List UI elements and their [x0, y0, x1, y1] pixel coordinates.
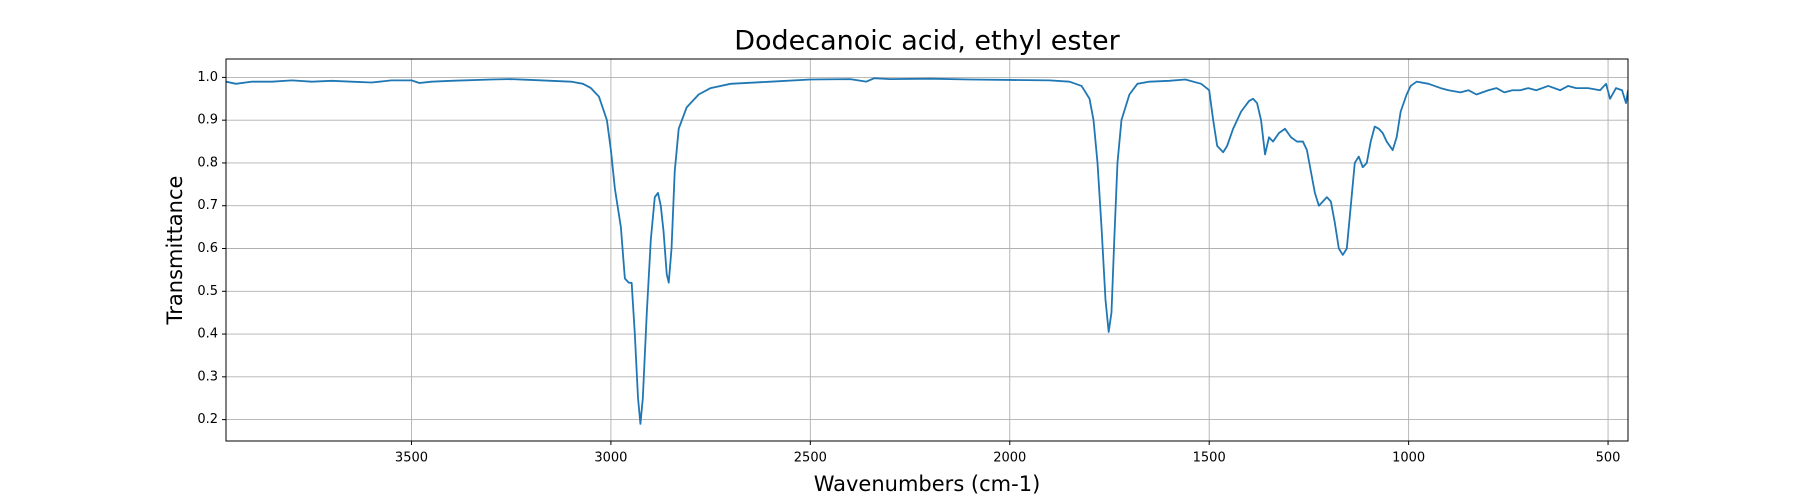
x-axis-label: Wavenumbers (cm-1) — [814, 472, 1041, 496]
y-tick-label: 0.7 — [197, 198, 218, 213]
plot-frame — [225, 58, 1629, 442]
y-tick-label: 0.3 — [197, 369, 218, 384]
x-tick-label: 2500 — [794, 451, 827, 466]
y-tick-label: 1.0 — [197, 70, 218, 85]
y-tick-label: 0.6 — [197, 241, 218, 256]
y-tick-label: 0.9 — [197, 113, 218, 128]
y-tick-label: 0.8 — [197, 155, 218, 170]
y-axis-label: Transmittance — [163, 176, 187, 326]
spectrum-line — [226, 77, 1628, 425]
y-tick-label: 0.2 — [197, 412, 218, 427]
x-tick-label: 1500 — [1193, 451, 1226, 466]
x-tick-label: 2000 — [993, 451, 1026, 466]
x-tick-label: 500 — [1596, 451, 1621, 466]
y-tick-label: 0.4 — [197, 327, 218, 342]
x-tick-label: 3500 — [395, 451, 428, 466]
y-tick-label: 0.5 — [197, 284, 218, 299]
chart-title: Dodecanoic acid, ethyl ester — [734, 26, 1120, 57]
x-tick-label: 3000 — [594, 451, 627, 466]
x-tick-label: 1000 — [1392, 451, 1425, 466]
